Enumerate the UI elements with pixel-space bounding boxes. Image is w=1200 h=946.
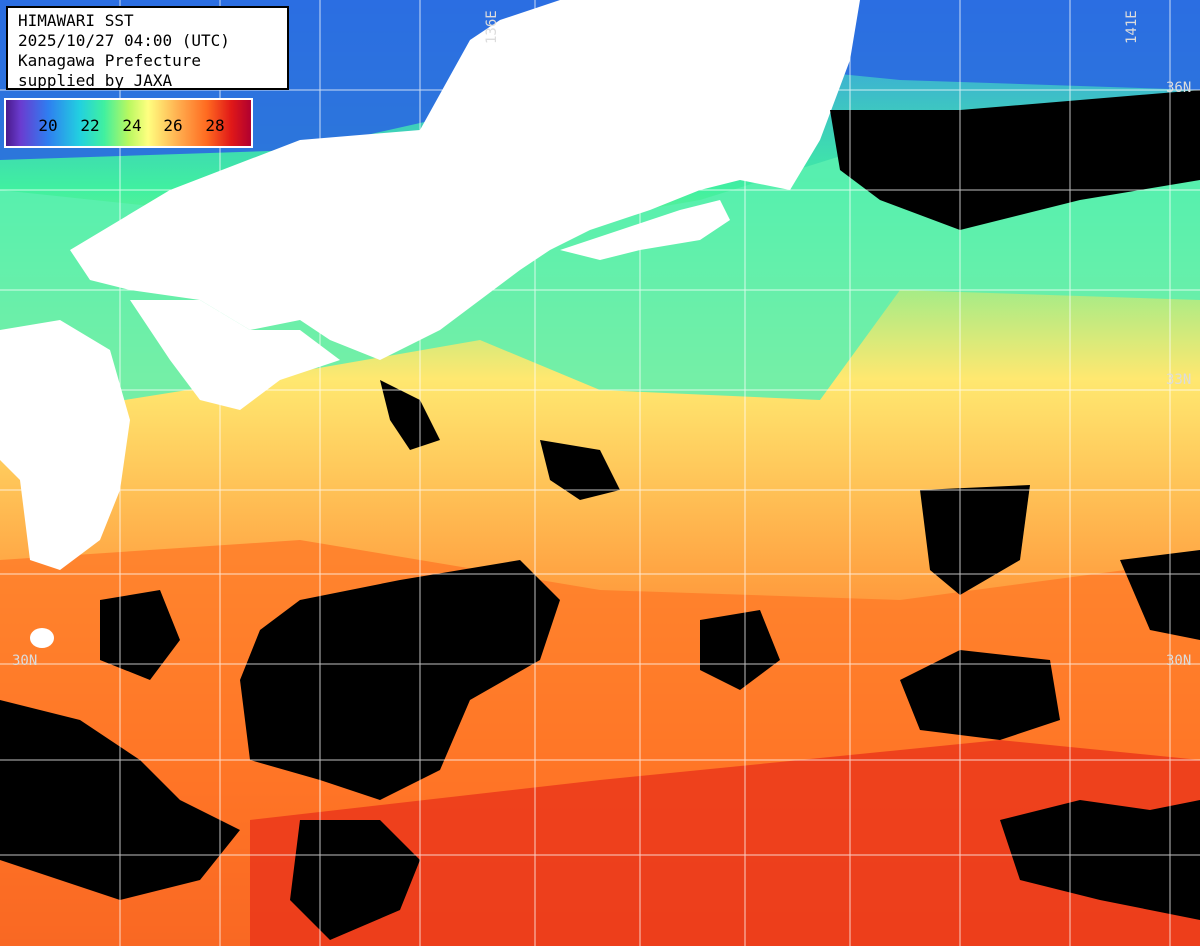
land-kyushu — [0, 320, 130, 570]
cloud-patch — [700, 610, 780, 690]
title-line-product: HIMAWARI SST — [18, 11, 134, 30]
cloud-patch — [830, 90, 1200, 230]
lat-label-30n-left: 30N — [12, 653, 38, 669]
lon-label-136e: 136E — [484, 10, 500, 44]
scale-tick-label: 28 — [205, 116, 225, 135]
scale-tick-label: 24 — [122, 116, 142, 135]
scale-tick-label: 26 — [163, 116, 183, 135]
temperature-color-scale: 20 22 24 26 28 — [4, 98, 253, 148]
cloud-patch — [380, 380, 440, 450]
cloud-patch — [1000, 800, 1200, 920]
lon-label-141e: 141E — [1124, 10, 1140, 44]
land-kii-peninsula — [560, 200, 730, 260]
lat-label-36n: 36N — [1166, 80, 1192, 96]
title-line-credit: supplied by JAXA — [18, 71, 173, 90]
scale-tick-label: 20 — [38, 116, 58, 135]
lat-label-30n-right: 30N — [1166, 653, 1192, 669]
land-small-island — [30, 628, 54, 648]
cloud-patch — [920, 485, 1030, 595]
cloud-patch — [290, 820, 420, 940]
scale-tick-label: 22 — [80, 116, 100, 135]
land-shikoku — [130, 300, 340, 410]
title-line-region: Kanagawa Prefecture — [18, 51, 202, 70]
cloud-patch — [1120, 550, 1200, 640]
title-box: HIMAWARI SST 2025/10/27 04:00 (UTC) Kana… — [6, 6, 289, 90]
cloud-patch — [900, 650, 1060, 740]
lat-label-33n: 33N — [1166, 372, 1192, 388]
cloud-patch — [540, 440, 620, 500]
hot-water-band — [250, 740, 1200, 946]
title-line-datetime: 2025/10/27 04:00 (UTC) — [18, 31, 230, 50]
